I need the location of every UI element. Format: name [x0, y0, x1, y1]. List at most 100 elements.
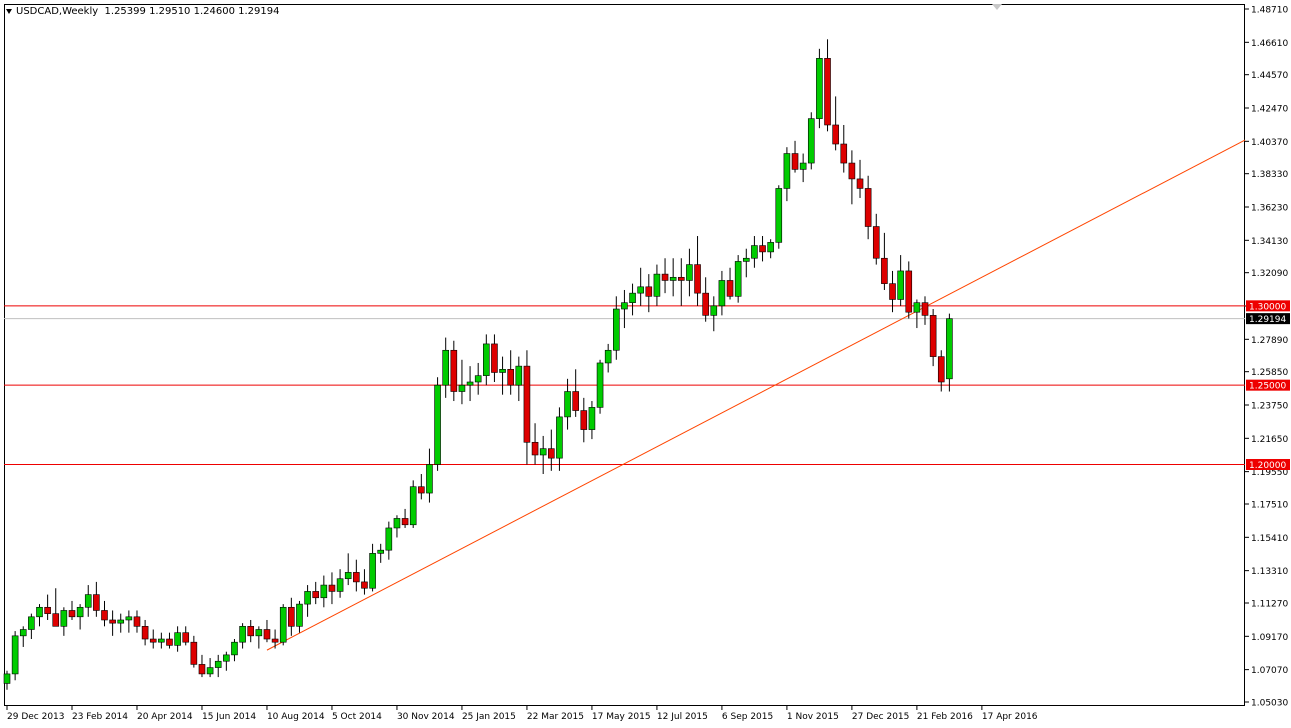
- bear-candle: [856, 178, 864, 189]
- bear-candle: [905, 270, 913, 313]
- bull-candle: [3, 673, 11, 684]
- bear-candle: [523, 365, 531, 443]
- y-tick-label: 1.07070: [1251, 666, 1288, 676]
- bear-candle: [44, 606, 51, 614]
- bear-candle: [312, 591, 320, 599]
- bull-candle: [515, 365, 523, 386]
- bear-candle: [93, 594, 100, 611]
- bear-candle: [702, 292, 709, 316]
- y-tick-label: 1.46610: [1251, 39, 1288, 49]
- bear-candle: [531, 441, 539, 456]
- x-tick-label: 27 Dec 2015: [852, 712, 910, 722]
- bull-candle: [604, 349, 612, 364]
- bull-candle: [296, 603, 303, 627]
- bear-candle: [929, 315, 937, 357]
- bull-candle: [255, 629, 263, 637]
- bull-candle: [344, 572, 352, 580]
- bull-candle: [897, 270, 904, 300]
- y-tick-label: 1.42470: [1251, 105, 1288, 115]
- bear-candle: [937, 356, 945, 383]
- y-tick-label: 1.48710: [1251, 6, 1288, 16]
- x-tick-label: 1 Nov 2015: [787, 712, 839, 722]
- bear-candle: [353, 572, 360, 583]
- y-tick-label: 1.17510: [1251, 501, 1288, 511]
- x-tick-label: 20 Apr 2014: [137, 712, 193, 722]
- x-tick-label: 25 Jan 2015: [462, 712, 516, 722]
- symbol-label: USDCAD,Weekly: [16, 6, 99, 17]
- trend-line[interactable]: [266, 139, 1246, 651]
- bull-candle: [206, 667, 214, 675]
- y-tick-label: 1.34130: [1251, 237, 1288, 247]
- bull-candle: [369, 553, 376, 589]
- bear-candle: [182, 632, 190, 643]
- bear-candle: [645, 286, 653, 297]
- bull-candle: [621, 302, 628, 310]
- bear-candle: [361, 581, 368, 589]
- bear-candle: [548, 448, 555, 459]
- bull-candle: [775, 188, 783, 243]
- bear-candle: [68, 610, 76, 618]
- bull-candle: [28, 616, 35, 630]
- current-price-box: [1246, 313, 1290, 325]
- bear-candle: [791, 153, 799, 170]
- bull-candle: [458, 384, 466, 392]
- bear-candle: [247, 626, 255, 637]
- bull-candle: [19, 629, 27, 637]
- bear-candle: [881, 257, 888, 284]
- bull-candle: [612, 308, 620, 351]
- bear-candle: [824, 58, 831, 126]
- bull-candle: [637, 286, 644, 294]
- bull-candle: [596, 362, 604, 408]
- bull-candle: [710, 305, 718, 316]
- bull-candle: [483, 343, 490, 376]
- y-tick-label: 1.27890: [1251, 336, 1288, 346]
- bull-candle: [686, 264, 693, 281]
- bull-candle: [556, 416, 563, 459]
- bear-candle: [864, 188, 872, 227]
- chart-shift-marker-icon[interactable]: [992, 4, 1002, 10]
- hline-price-box-label: 1.20000: [1249, 461, 1286, 471]
- y-tick-label: 1.19550: [1251, 468, 1288, 478]
- bull-candle: [231, 641, 238, 656]
- bear-candle: [190, 641, 198, 665]
- bear-candle: [848, 162, 856, 180]
- bull-candle: [125, 616, 133, 621]
- hline-price-box: [1246, 379, 1290, 391]
- bull-candle: [474, 375, 482, 383]
- x-tick-label: 5 Oct 2014: [332, 712, 382, 722]
- current-price-box-label: 1.29194: [1249, 315, 1286, 325]
- y-tick-label: 1.13310: [1251, 567, 1288, 577]
- bull-candle: [807, 118, 815, 164]
- bear-candle: [141, 626, 149, 640]
- bull-candle: [279, 606, 287, 643]
- plot-area[interactable]: [4, 4, 1245, 706]
- y-tick-label: 1.09170: [1251, 633, 1288, 643]
- y-tick-label: 1.44570: [1251, 71, 1288, 81]
- bear-candle: [694, 264, 701, 294]
- bear-candle: [288, 606, 295, 627]
- bull-candle: [588, 407, 596, 430]
- bull-candle: [783, 153, 791, 189]
- bear-candle: [101, 610, 108, 621]
- bull-candle: [434, 384, 441, 465]
- bull-candle: [499, 369, 506, 373]
- bear-candle: [921, 302, 929, 316]
- y-tick-label: 1.11270: [1251, 600, 1288, 610]
- bear-candle: [52, 613, 60, 627]
- bear-candle: [450, 349, 458, 392]
- bull-candle: [913, 302, 921, 313]
- bull-candle: [304, 591, 311, 605]
- y-tick-label: 1.40370: [1251, 138, 1288, 148]
- bear-candle: [109, 619, 116, 624]
- bear-candle: [889, 283, 896, 300]
- bull-candle: [393, 518, 401, 529]
- bear-candle: [271, 638, 279, 643]
- dropdown-triangle-icon[interactable]: [6, 8, 12, 14]
- bull-candle: [76, 606, 84, 618]
- y-tick-label: 1.21650: [1251, 435, 1288, 445]
- bear-candle: [198, 664, 206, 675]
- hline-price-box: [1246, 458, 1290, 470]
- bear-candle: [401, 518, 409, 526]
